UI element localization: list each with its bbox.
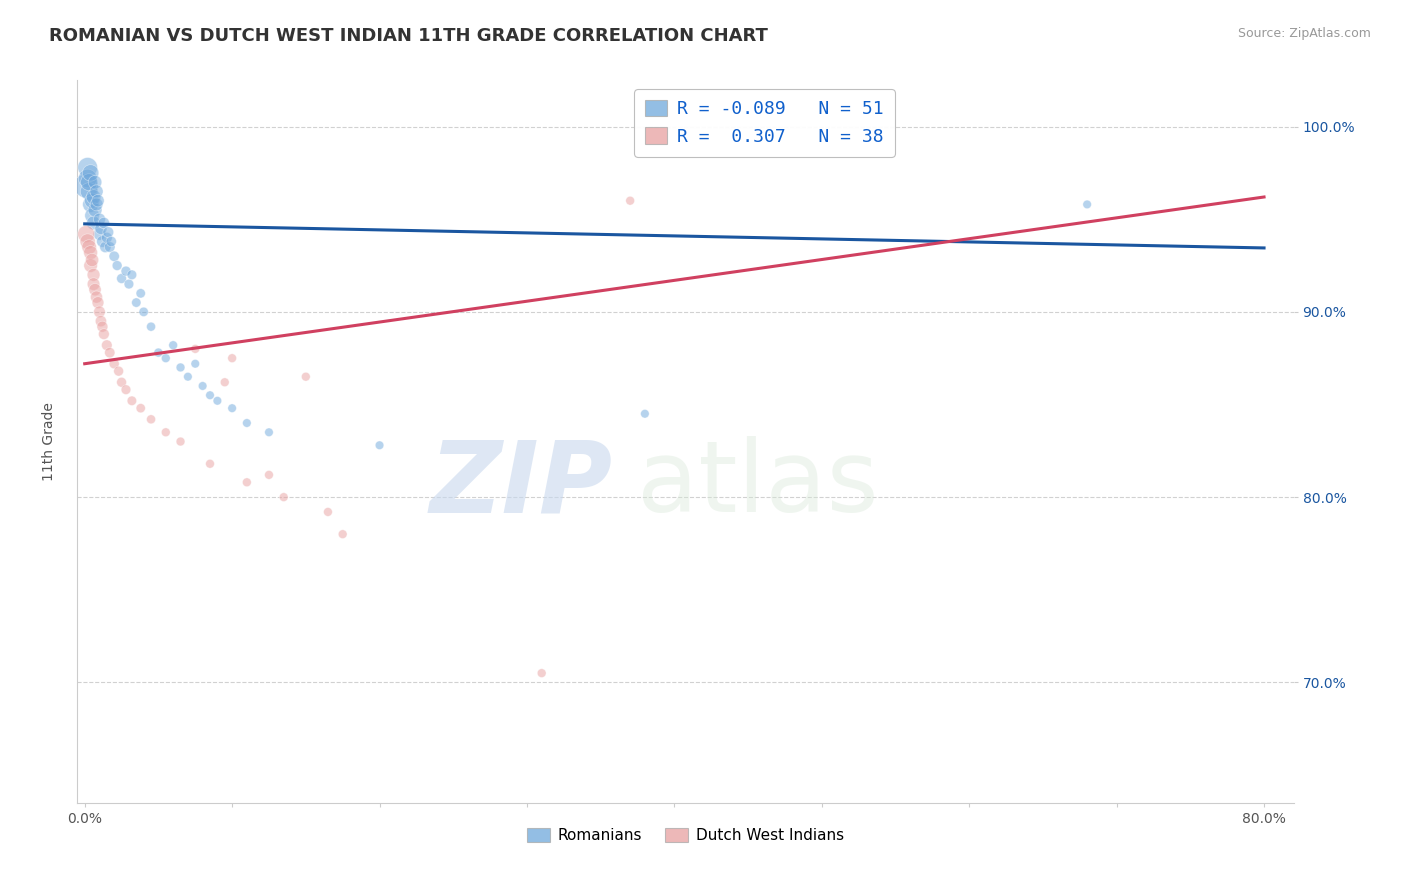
Point [94,240,117,254]
Point [162,338,184,352]
Point [530,666,553,681]
Point [177,369,200,384]
Point [139,412,162,426]
Point [169,434,191,449]
Point [77,185,100,199]
Point [96,338,118,352]
Point [100,235,122,249]
Point [368,438,391,452]
Y-axis label: 11th Grade: 11th Grade [42,402,56,481]
Point [91,319,114,334]
Point [198,457,221,471]
Point [77,175,100,189]
Point [79,166,101,180]
Point [1076,197,1098,211]
Point [87,194,110,208]
Text: Source: ZipAtlas.com: Source: ZipAtlas.com [1237,27,1371,40]
Point [221,351,243,366]
Point [84,202,107,217]
Point [86,185,108,199]
Point [169,360,191,375]
Point [198,388,221,402]
Point [96,231,118,245]
Point [132,305,155,319]
Point [76,171,98,186]
Point [76,235,98,249]
Point [76,161,98,175]
Point [155,425,177,440]
Point [148,345,170,359]
Point [273,490,295,504]
Point [83,216,105,230]
Point [79,245,101,260]
Point [634,407,657,421]
Point [90,314,112,328]
Point [84,283,107,297]
Point [79,259,101,273]
Point [316,505,339,519]
Point [79,197,101,211]
Point [257,425,280,440]
Point [214,376,236,390]
Point [184,342,207,356]
Point [91,235,114,249]
Point [115,383,138,397]
Point [83,268,105,282]
Point [75,227,97,241]
Point [93,216,115,230]
Point [221,401,243,416]
Point [80,194,103,208]
Point [98,240,121,254]
Point [191,379,214,393]
Point [80,252,103,267]
Point [619,194,641,208]
Point [83,190,105,204]
Point [121,393,143,408]
Point [129,286,152,301]
Point [103,357,125,371]
Point [129,401,152,416]
Text: ROMANIAN VS DUTCH WEST INDIAN 11TH GRADE CORRELATION CHART: ROMANIAN VS DUTCH WEST INDIAN 11TH GRADE… [49,27,768,45]
Point [105,259,128,273]
Point [97,225,120,239]
Point [84,175,107,189]
Text: ZIP: ZIP [429,436,613,533]
Point [86,197,108,211]
Point [77,240,100,254]
Point [207,393,229,408]
Point [89,212,111,227]
Point [236,475,259,490]
Point [110,271,132,285]
Point [80,209,103,223]
Point [110,376,132,390]
Point [93,327,115,342]
Point [295,369,318,384]
Point [87,295,110,310]
Point [139,319,162,334]
Point [118,277,141,291]
Text: atlas: atlas [637,436,879,533]
Point [125,295,148,310]
Point [89,227,111,241]
Point [155,351,177,366]
Point [332,527,354,541]
Point [107,364,129,378]
Legend: Romanians, Dutch West Indians: Romanians, Dutch West Indians [522,822,849,849]
Point [86,290,108,304]
Point [121,268,143,282]
Point [103,249,125,263]
Point [184,357,207,371]
Point [90,221,112,235]
Point [236,416,259,430]
Point [89,305,111,319]
Point [83,277,105,291]
Point [115,264,138,278]
Point [98,345,121,359]
Point [75,178,97,193]
Point [257,467,280,482]
